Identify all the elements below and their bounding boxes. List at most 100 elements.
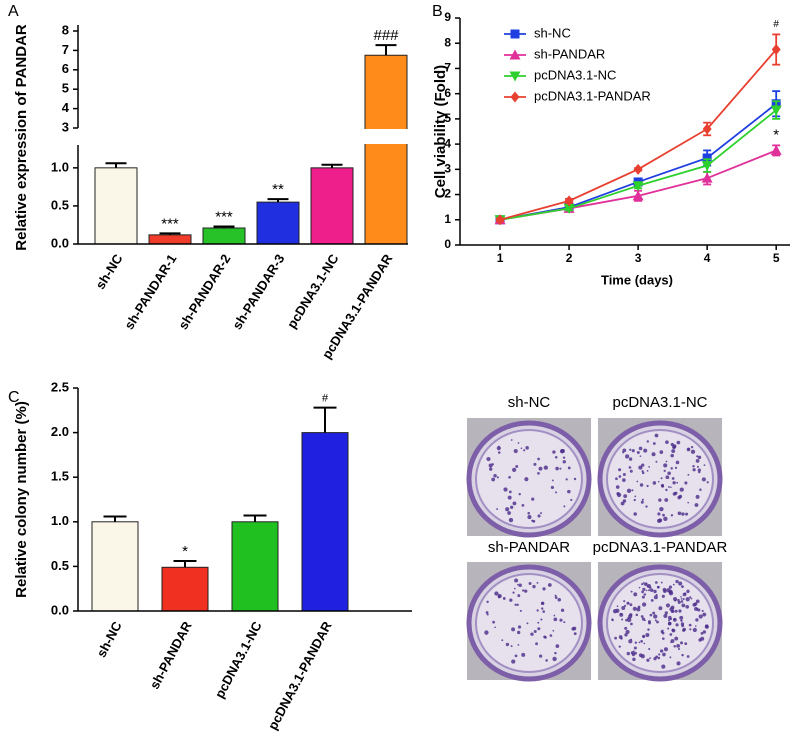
- colony: [645, 589, 648, 592]
- y-tick-label: 3: [444, 162, 451, 176]
- colony: [650, 588, 654, 592]
- photo-label: pcDNA3.1-PANDAR: [593, 539, 728, 556]
- colony: [653, 614, 658, 619]
- colony: [502, 597, 506, 600]
- colony: [540, 618, 543, 621]
- colony: [632, 657, 636, 662]
- colony: [669, 656, 672, 659]
- colony: [657, 512, 661, 516]
- bar: [161, 566, 209, 612]
- dish-inner: [475, 429, 583, 529]
- y-tick-label: 5: [444, 111, 451, 125]
- dish-inner: [606, 429, 714, 529]
- colony: [623, 494, 628, 499]
- colony: [538, 466, 543, 471]
- colony: [682, 628, 686, 632]
- y-tick-label: 6: [62, 61, 69, 76]
- y-tick-label: 6: [444, 86, 451, 100]
- colony: [518, 492, 521, 496]
- colony: [641, 617, 646, 621]
- colony: [646, 484, 649, 488]
- colony: [512, 467, 517, 472]
- colony: [621, 618, 624, 621]
- colony: [536, 609, 539, 612]
- colony: [533, 630, 537, 633]
- colony: [653, 595, 658, 600]
- colony: [661, 664, 666, 669]
- y-tick-label: 7: [444, 61, 451, 75]
- colony: [674, 599, 677, 602]
- marker: [701, 172, 713, 183]
- axis-break-gap: [68, 129, 410, 144]
- colony: [670, 514, 674, 517]
- colony: [641, 595, 645, 599]
- colony: [663, 647, 668, 652]
- colony: [547, 583, 552, 587]
- panel-label: B: [432, 3, 443, 20]
- colony: [640, 654, 645, 659]
- bar: [91, 521, 139, 612]
- x-tick-label: pcDNA3.1-PANDAR: [265, 618, 335, 732]
- x-tick-label: 2: [566, 251, 573, 265]
- colony: [650, 598, 654, 602]
- colony: [528, 581, 532, 585]
- colony: [663, 463, 668, 468]
- colony: [633, 512, 637, 516]
- colony: [643, 448, 648, 453]
- bar: [310, 167, 354, 245]
- colony: [512, 501, 517, 506]
- significance-label: ***: [161, 215, 179, 232]
- colony: [654, 433, 659, 438]
- colony: [503, 487, 508, 492]
- colony: [627, 617, 629, 619]
- colony: [625, 629, 630, 635]
- colony: [521, 589, 525, 592]
- y-tick-label: 3: [62, 119, 69, 134]
- colony: [639, 483, 644, 487]
- colony: [698, 614, 703, 619]
- colony: [657, 656, 661, 660]
- colony: [682, 598, 685, 601]
- colony: [507, 495, 512, 500]
- colony: [622, 472, 626, 476]
- colony: [532, 584, 536, 589]
- colony: [660, 483, 665, 488]
- colony: [680, 600, 684, 603]
- colony: [565, 478, 568, 481]
- colony: [641, 470, 644, 473]
- colony: [485, 611, 489, 614]
- y-tick-label: 4: [444, 136, 451, 150]
- colony: [622, 478, 626, 482]
- marker: [632, 181, 644, 192]
- colony: [689, 596, 692, 599]
- x-tick-label: 4: [704, 251, 711, 265]
- legend-label: sh-NC: [534, 25, 571, 40]
- colony: [554, 455, 558, 459]
- x-tick-label: pcDNA3.1-NC: [212, 618, 265, 700]
- colony: [662, 637, 665, 640]
- colony: [521, 652, 526, 657]
- colony: [545, 659, 548, 662]
- y-tick-label: 0: [444, 237, 451, 251]
- colony: [686, 589, 690, 594]
- colony: [677, 600, 681, 604]
- colony: [694, 503, 699, 507]
- colony: [629, 448, 632, 451]
- y-tick-label: 8: [62, 22, 69, 37]
- colony: [486, 600, 489, 604]
- colony: [559, 467, 562, 470]
- colony: [624, 626, 628, 630]
- colony: [620, 501, 625, 506]
- colony: [542, 587, 546, 591]
- photo-label: sh-PANDAR: [488, 539, 570, 556]
- marker: [495, 214, 505, 226]
- colony: [665, 460, 668, 463]
- y-axis-label: Cell viability (Fold): [432, 65, 449, 198]
- colony: [702, 612, 707, 617]
- colony: [681, 603, 686, 608]
- colony: [679, 487, 684, 492]
- colony: [697, 455, 702, 460]
- colony: [543, 465, 549, 470]
- colony: [657, 518, 662, 523]
- y-tick-label: 1.0: [51, 513, 69, 528]
